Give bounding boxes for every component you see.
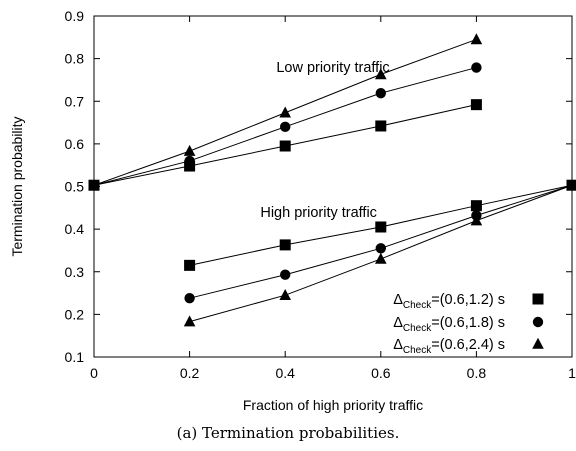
data-point-low-square <box>470 99 482 111</box>
x-tick-label: 0.2 <box>180 365 200 381</box>
data-point-high-square <box>184 259 196 271</box>
x-tick-label: 0.4 <box>275 365 295 381</box>
data-point-high-triangle <box>279 288 291 300</box>
y-tick-label: 0.2 <box>65 306 85 322</box>
figure-caption: (a) Termination probabilities. <box>176 424 400 442</box>
y-tick-label: 0.5 <box>65 179 85 195</box>
annotation-high-priority: High priority traffic <box>260 205 377 221</box>
data-point-high-circle <box>280 269 291 280</box>
data-point-low-triangle <box>470 33 483 45</box>
annotation-low-priority: Low priority traffic <box>276 60 389 76</box>
data-point-low-circle <box>280 121 291 133</box>
y-tick-label: 0.7 <box>65 93 85 109</box>
legend-value: =(0.6,1.2) s <box>431 292 505 308</box>
data-point-low-triangle <box>88 179 100 191</box>
data-point-high-triangle <box>183 315 196 327</box>
line-chart: 0 0.2 0.4 0.6 0.8 1 0.1 0.2 0.3 0.4 0.5 0.6 0.7 0.8 0.… <box>9 8 576 413</box>
legend-value: =(0.6,1.8) s <box>431 315 505 331</box>
legend-subscript: Check <box>403 323 432 334</box>
legend-label: ΔCheck=(0.6,1.2) s <box>393 292 505 311</box>
x-axis-title: Fraction of high priority traffic <box>243 397 423 413</box>
y-tick-label: 0.8 <box>65 51 85 67</box>
data-point-high-triangle <box>470 214 483 226</box>
legend-delta: Δ <box>393 292 403 308</box>
data-point-low-triangle <box>375 68 387 80</box>
legend-marker-triangle <box>532 337 544 349</box>
legend-subscript: Check <box>403 345 432 356</box>
data-point-high-circle <box>375 243 386 254</box>
y-tick-label: 0.1 <box>65 349 85 365</box>
legend-marker-square <box>532 293 544 305</box>
y-tick-label: 0.3 <box>65 264 85 280</box>
y-axis-title: Termination probability <box>9 116 25 256</box>
data-point-high-square <box>375 221 387 233</box>
series-line-high-circle <box>189 184 573 299</box>
data-point-low-circle <box>471 62 482 73</box>
data-point-low-square <box>279 140 291 152</box>
y-tick-label: 0.4 <box>65 221 85 237</box>
data-point-high-triangle <box>566 179 576 191</box>
x-tick-label: 0.8 <box>467 365 487 381</box>
data-point-high-square <box>279 239 291 251</box>
legend-delta: Δ <box>393 337 403 353</box>
legend-label: ΔCheck=(0.6,1.8) s <box>393 315 505 334</box>
legend-delta: Δ <box>393 315 403 331</box>
x-tick-label: 1 <box>568 365 576 381</box>
data-point-low-circle <box>184 155 195 167</box>
legend-label: ΔCheck=(0.6,2.4) s <box>393 337 505 356</box>
data-point-high-circle <box>184 292 195 304</box>
y-tick-label: 0.9 <box>65 8 85 24</box>
legend-subscript: Check <box>403 300 432 311</box>
plot-area: 0 0.2 0.4 0.6 0.8 1 0.1 0.2 0.3 0.4 0.5 0.6 0.7 0.8 0.… <box>65 8 576 381</box>
data-point-low-triangle <box>183 144 196 156</box>
x-tick-label: 0.6 <box>371 365 391 381</box>
legend-value: =(0.6,2.4) s <box>431 337 505 353</box>
data-point-high-square <box>470 200 482 212</box>
y-tick-label: 0.6 <box>65 136 85 152</box>
data-point-low-square <box>375 120 387 132</box>
data-point-low-triangle <box>279 106 291 118</box>
data-point-low-circle <box>375 87 386 99</box>
legend-marker-circle <box>532 316 544 328</box>
data-point-high-triangle <box>375 252 387 264</box>
x-tick-label: 0 <box>90 365 98 381</box>
